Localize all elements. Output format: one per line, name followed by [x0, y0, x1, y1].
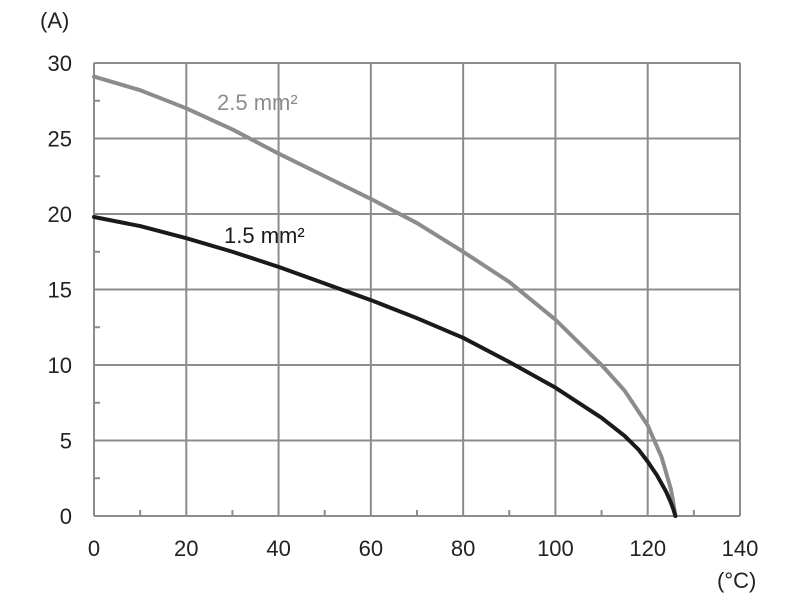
series-line-1 [92, 215, 678, 518]
x-tick-label: 80 [451, 536, 475, 561]
y-unit-label: (A) [40, 8, 69, 33]
x-tick-label: 120 [629, 536, 666, 561]
y-tick-label: 30 [48, 51, 72, 76]
x-tick-label: 100 [537, 536, 574, 561]
x-tick-label: 60 [359, 536, 383, 561]
x-tick-label: 0 [88, 536, 100, 561]
x-tick-label: 40 [266, 536, 290, 561]
y-tick-label: 5 [60, 429, 72, 454]
minor-ticks [94, 99, 695, 516]
y-tick-label: 20 [48, 202, 72, 227]
x-tick-label: 20 [174, 536, 198, 561]
tick-labels: 0 20 40 60 80 100 120 140 0 5 10 15 20 25 30 [48, 51, 759, 561]
y-tick-label: 15 [48, 278, 72, 303]
x-tick-label: 140 [722, 536, 759, 561]
grid [93, 62, 741, 517]
series-label-2-5: 2.5 mm² [217, 90, 298, 115]
series-layer [92, 74, 678, 518]
y-tick-label: 25 [48, 127, 72, 152]
y-tick-label: 0 [60, 504, 72, 529]
y-tick-label: 10 [48, 353, 72, 378]
series-label-1-5: 1.5 mm² [224, 223, 305, 248]
x-unit-label: (°C) [717, 568, 756, 593]
series-line-0 [92, 74, 678, 518]
